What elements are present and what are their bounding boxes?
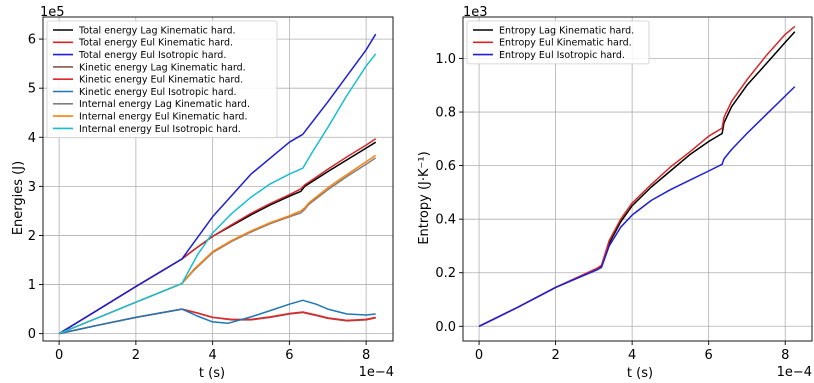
energies-legend-box: [46, 20, 278, 139]
entropy-x-offset: 1e−4: [777, 365, 812, 380]
entropy-chart: Entropy (J·K⁻¹) 1e3 t (s) 1e−4 0 2 4 6 8 0.0 0…: [417, 5, 813, 381]
energies-legend-entry: Total energy Lag Kinematic hard.: [78, 25, 236, 36]
energies-legend-entry: Kinetic energy Eul Isotropic hard.: [79, 87, 237, 98]
energies-series-line: [58, 33, 377, 335]
energies-x-tick-label: 4: [208, 348, 216, 363]
energies-legend-entry: Internal energy Lag Kinematic hard.: [79, 99, 250, 110]
entropy-legend-box: [466, 20, 650, 65]
energies-y-tick-label: 3: [28, 180, 36, 195]
entropy-y-offset: 1e3: [463, 5, 488, 20]
energies-x-offset: 1e−4: [359, 365, 394, 380]
energies-legend-entry: Internal energy Eul Isotropic hard.: [79, 124, 241, 135]
energies-legend-entry: Kinetic energy Lag Kinematic hard.: [79, 62, 246, 73]
entropy-y-label: Entropy (J·K⁻¹): [417, 151, 432, 244]
energies-x-tick-label: 2: [132, 348, 140, 363]
entropy-y-tick-label: 0.8: [435, 106, 456, 121]
entropy-y-tick-label: 0.2: [435, 266, 456, 281]
energies-chart: Energies (J) 1e5 t (s) 1e−4 0 2 4 6 8 0 1 2 3 4 5 6…: [11, 5, 394, 381]
entropy-x-tick-label: 6: [705, 348, 713, 363]
energies-plot-frame: [42, 16, 394, 342]
energies-series-line: [58, 308, 376, 335]
energies-legend-entry: Internal energy Eul Kinematic hard.: [79, 112, 248, 123]
entropy-x-label: t (s): [627, 366, 653, 381]
energies-legend-entry: Total energy Eul Isotropic hard.: [78, 50, 226, 61]
entropy-series-line: [478, 86, 796, 327]
energies-y-offset: 1e5: [40, 5, 65, 20]
energies-x-label: t (s): [199, 366, 225, 381]
energies-x-tick-label: 8: [362, 348, 370, 363]
entropy-legend-entry: Entropy Eul Kinematic hard.: [499, 38, 632, 49]
energies-y-tick-label: 6: [28, 33, 36, 48]
entropy-y-tick-label: 0.4: [435, 213, 456, 228]
energies-y-tick-label: 0: [28, 327, 36, 342]
entropy-x-tick-label: 0: [475, 348, 483, 363]
entropy-y-tick-label: 1.0: [435, 52, 456, 67]
energies-series-line: [58, 53, 377, 335]
energies-series-line: [58, 154, 377, 335]
entropy-y-tick-label: 0.0: [435, 320, 456, 335]
energies-series-line: [58, 157, 377, 335]
energies-legend-entry: Kinetic energy Eul Kinematic hard.: [79, 75, 243, 86]
energies-y-tick-label: 2: [28, 229, 36, 244]
entropy-series-line: [478, 31, 796, 327]
energies-y-tick-label: 4: [28, 131, 36, 146]
entropy-legend-entry: Entropy Lag Kinematic hard.: [499, 25, 634, 36]
entropy-x-tick-label: 2: [551, 348, 559, 363]
energies-y-tick-label: 1: [28, 278, 36, 293]
energies-series-line: [58, 299, 376, 335]
entropy-y-tick-label: 0.6: [435, 159, 456, 174]
entropy-legend-entry: Entropy Eul Isotropic hard.: [499, 50, 625, 61]
entropy-series-line: [478, 25, 796, 327]
entropy-x-tick-label: 8: [781, 348, 789, 363]
energies-series-line: [58, 308, 376, 335]
energies-x-tick-label: 0: [55, 348, 63, 363]
entropy-plot-frame: [462, 16, 813, 342]
entropy-x-tick-label: 4: [628, 348, 636, 363]
energies-y-tick-label: 5: [28, 82, 36, 97]
energies-y-label: Energies (J): [11, 161, 26, 235]
energies-legend-entry: Total energy Eul Kinematic hard.: [78, 38, 233, 49]
energies-x-tick-label: 6: [285, 348, 293, 363]
